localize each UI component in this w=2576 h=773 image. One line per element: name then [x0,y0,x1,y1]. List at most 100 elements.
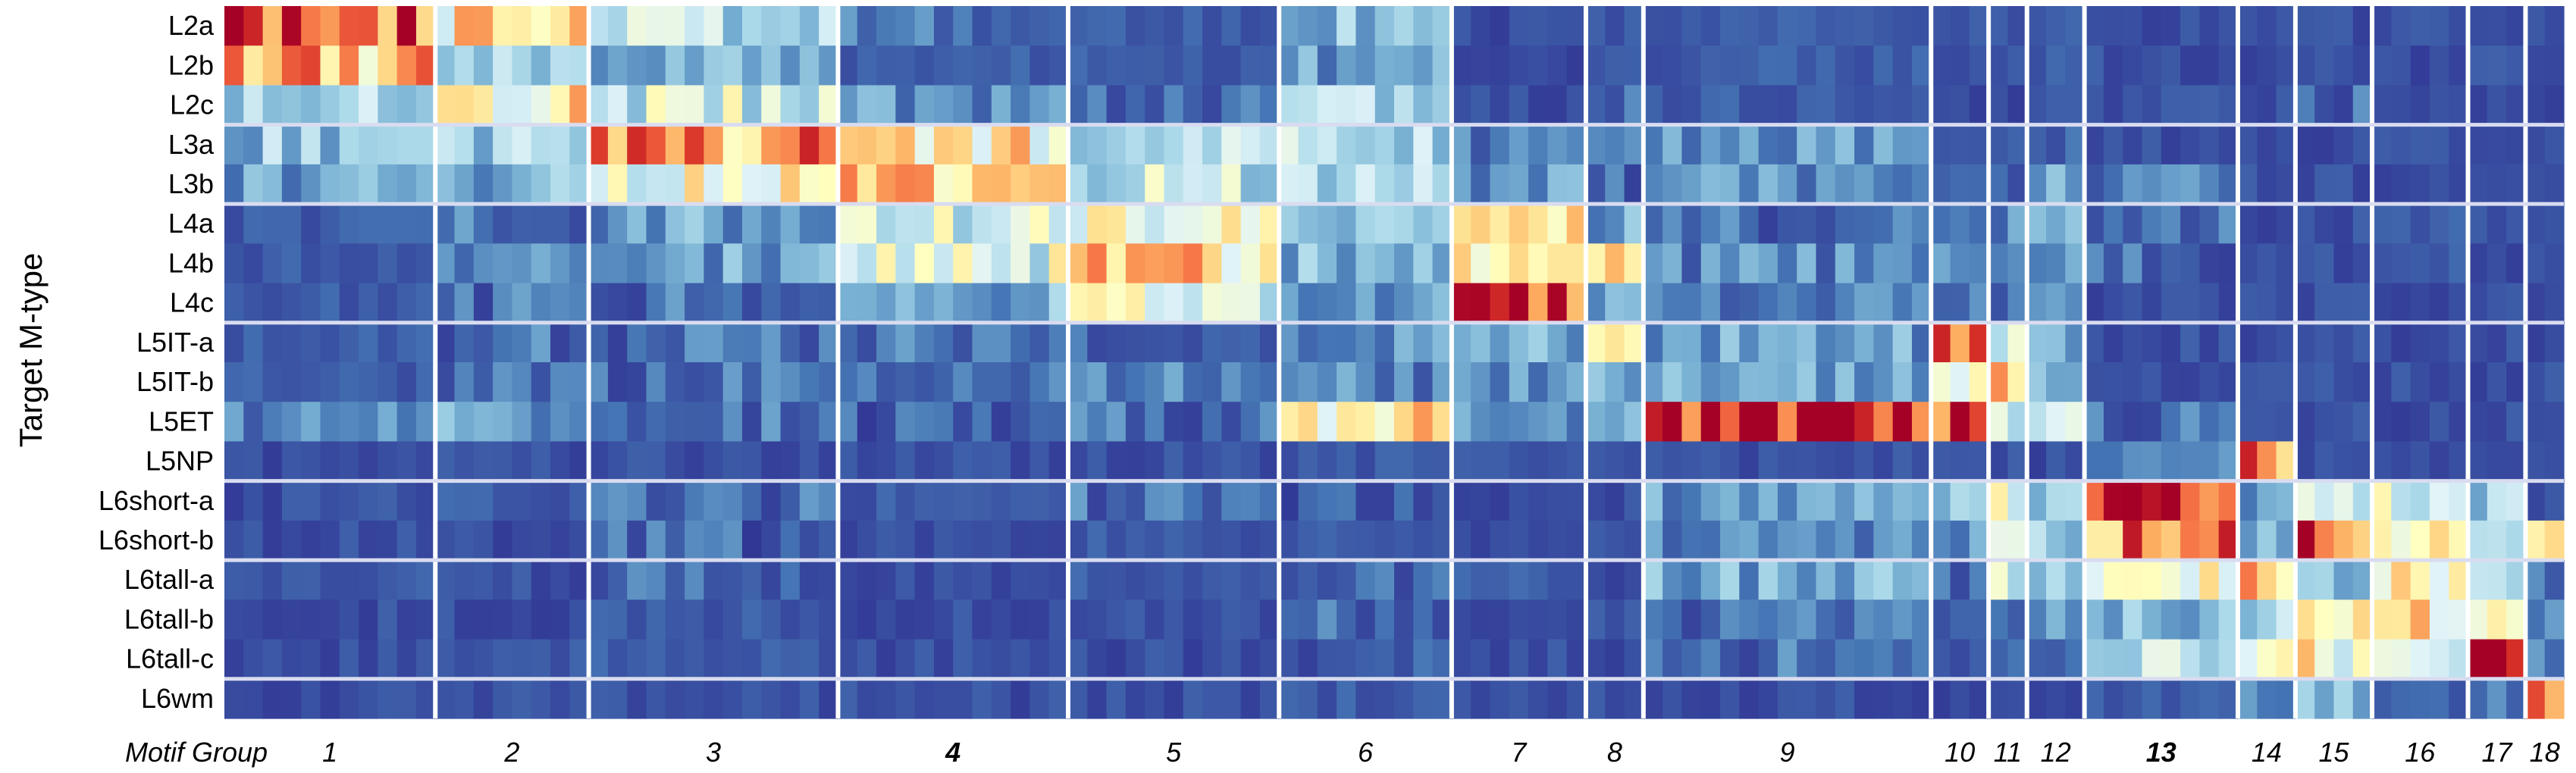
heatmap-cell [1720,520,1740,561]
heatmap-cell [281,362,302,402]
heatmap-cell [531,45,551,86]
heatmap-cell [646,45,666,86]
heatmap-cell [396,6,417,46]
heatmap-cell [2410,45,2430,86]
heatmap-cell [704,599,724,640]
heatmap-cell [1700,322,1721,363]
heatmap-cell [685,6,704,46]
heatmap-cell [1950,204,1970,244]
heatmap-cell [1279,402,1299,443]
heatmap-cell [320,639,340,680]
heatmap-cell [1720,560,1740,600]
heatmap-cell [1394,45,1414,86]
heatmap-cell [665,402,685,443]
heatmap-cell [1048,45,1069,86]
heatmap-cell [1029,204,1050,244]
heatmap-cell [1624,362,1644,402]
heatmap-cell [2352,402,2373,443]
heatmap-cell [435,283,456,324]
heatmap-cell [531,6,551,46]
heatmap-cell [1374,243,1395,284]
heatmap-cell [2352,441,2373,482]
heatmap-cell [1777,520,1797,561]
heatmap-cell [895,322,916,363]
heatmap-cell [2007,560,2028,600]
heatmap-cell [1432,164,1453,205]
heatmap-cell [1835,402,1855,443]
heatmap-cell [2046,164,2066,205]
heatmap-cell [1585,639,1606,680]
heatmap-cell [1164,283,1184,324]
heatmap-cell [2218,322,2239,363]
heatmap-cell [1471,204,1491,244]
heatmap-cell [2391,283,2411,324]
heatmap-cell [531,560,551,600]
heatmap-cell [1624,520,1644,561]
heatmap-cell [1509,85,1529,126]
heatmap-cell [876,85,896,126]
heatmap-cell [607,480,628,521]
heatmap-cell [1394,362,1414,402]
heatmap-cell [1873,243,1894,284]
heatmap-cell [1087,124,1108,165]
heatmap-cell [550,639,570,680]
heatmap-cell [320,402,340,443]
heatmap-cell [607,164,628,205]
heatmap-cell [1259,45,1280,86]
heatmap-cell [1797,560,1817,600]
heatmap-cell [1662,45,1683,86]
heatmap-cell [2180,520,2200,561]
heatmap-cell [1221,164,1242,205]
heatmap-cell [1087,520,1108,561]
heatmap-cell [1585,243,1606,284]
heatmap-cell [685,678,704,719]
heatmap-cell [627,678,647,719]
heatmap-cell [224,6,244,46]
heatmap-cell [1873,45,1894,86]
heatmap-cell [2429,164,2449,205]
heatmap-cell [722,204,743,244]
heatmap-cell [1106,283,1127,324]
heatmap-cell [704,520,724,561]
heatmap-cell [2218,204,2239,244]
heatmap-cell [2084,678,2104,719]
heatmap-cell [1259,402,1280,443]
heatmap-cell [243,204,264,244]
heatmap-cell [1145,283,1165,324]
heatmap-cell [761,560,782,600]
heatmap-cell [876,678,896,719]
heatmap-cell [2237,6,2258,46]
heatmap-cell [320,599,340,640]
heatmap-cell [588,164,609,205]
heatmap-cell [2525,85,2546,126]
heatmap-cell [1106,204,1127,244]
heatmap-cell [1413,678,1434,719]
heatmap-cell [780,402,801,443]
heatmap-cell [665,520,685,561]
heatmap-cell [1087,678,1108,719]
heatmap-cell [1048,164,1069,205]
heatmap-cell [2468,283,2488,324]
heatmap-cell [2199,164,2220,205]
heatmap-cell [2544,639,2565,680]
heatmap-cell [933,520,954,561]
heatmap-cell [301,45,321,86]
heatmap-cell [1624,560,1644,600]
heatmap-cell [1279,480,1299,521]
heatmap-cell [2449,362,2469,402]
heatmap-cell [819,85,839,126]
heatmap-cell [2123,560,2143,600]
heatmap-cell [2391,45,2411,86]
heatmap-cell [281,164,302,205]
heatmap-cell [761,204,782,244]
heatmap-cell [2161,322,2181,363]
heatmap-cell [2276,322,2296,363]
heatmap-cell [2544,322,2565,363]
heatmap-cell [1931,599,1951,640]
heatmap-cell [2065,243,2086,284]
heatmap-cell [1202,283,1222,324]
heatmap-cell [2525,243,2546,284]
heatmap-cell [1279,85,1299,126]
heatmap-cell [838,243,858,284]
heatmap-cell [1164,124,1184,165]
